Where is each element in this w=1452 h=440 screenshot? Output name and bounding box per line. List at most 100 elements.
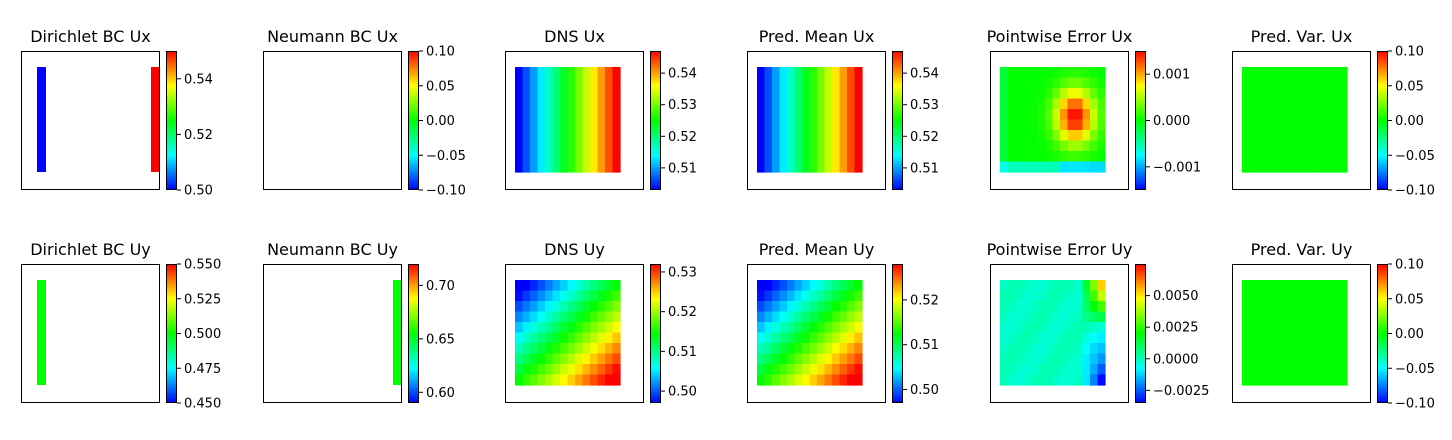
heatmap-cell [854,130,863,142]
colorbar-tick-label: 0.54 [668,67,697,82]
heatmap-cell [1097,161,1106,173]
heatmap-cell [1052,343,1061,355]
heatmap-cell [764,301,773,313]
heatmap-cell [772,353,781,365]
heatmap-cell [854,280,863,292]
heatmap-cell [612,140,621,152]
heatmap-cell [809,88,818,100]
heatmap-cell [1279,88,1288,100]
heatmap-cell [1324,109,1333,121]
heatmap-cell [522,98,531,110]
heatmap-cell [1264,161,1273,173]
colorbar-tick-label: 0.00 [1395,114,1424,129]
heatmap-cell [779,88,788,100]
heatmap-cell [582,109,591,121]
heatmap-cell [560,343,569,355]
heatmap-cell [590,77,599,89]
heatmap-cell [1332,290,1341,302]
heatmap-cell [1272,322,1281,334]
heatmap-cell [1082,161,1091,173]
heatmap-cell [1294,119,1303,131]
heatmap-cell [1287,301,1296,313]
heatmap-cell [552,119,561,131]
heatmap-cell [1309,280,1318,292]
heatmap-cell [537,151,546,163]
heatmap-cell [802,322,811,334]
heatmap-cell [1052,374,1061,386]
heatmap-cell [1294,332,1303,344]
heatmap-cell [560,67,569,79]
heatmap-cell [597,67,606,79]
heatmap-cell [515,151,524,163]
heatmap-cell [1317,77,1326,89]
colorbar-tick-label: −0.05 [426,149,466,164]
heatmap-cell [794,374,803,386]
heatmap-cell [1060,119,1069,131]
heatmap-cell [552,130,561,142]
heatmap-cell [1339,88,1348,100]
panel-12: Pred. Var. Uy −0.10 −0.05 0.00 0.05 0.10 [1232,240,1435,412]
heatmap-cell [839,140,848,152]
heatmap-cell [1257,280,1266,292]
heatmap-cell [612,119,621,131]
heatmap-cell [802,353,811,365]
heatmap-cell [1082,280,1091,292]
colorbar-tick-label: 0.52 [910,130,939,145]
heatmap-cell [832,353,841,365]
heatmap-cell [1052,67,1061,79]
heatmap-cell [817,301,826,313]
heatmap-cell [764,88,773,100]
heatmap-cell [597,119,606,131]
heatmap-cell [1007,140,1016,152]
colorbar-frame [650,264,661,403]
heatmap-cell [1030,151,1039,163]
heatmap-cell [854,290,863,302]
heatmap-cell [1242,109,1251,121]
heatmap-cell [552,353,561,365]
heatmap-cell [582,301,591,313]
heatmap-cell [537,109,546,121]
heatmap-cell [1242,130,1251,142]
heatmap-cell [612,130,621,142]
panel-8: Neumann BC Uy 0.60 0.65 0.70 [263,240,455,403]
heatmap-cell [612,77,621,89]
heatmap-cell [832,161,841,173]
heatmap-cell [817,374,826,386]
heatmap-cell [1022,374,1031,386]
heatmap-cell [1324,332,1333,344]
heatmap-cell [552,280,561,292]
heatmap-cell [1007,151,1016,163]
heatmap-cell [1324,374,1333,386]
heatmap-cell [1030,98,1039,110]
heatmap-cell [764,98,773,110]
colorbar-tick-label: 0.52 [668,305,697,320]
heatmap-cell [1249,67,1258,79]
heatmap-cell [1287,151,1296,163]
heatmap-cell [1037,311,1046,323]
heatmap-cell [847,353,856,365]
heatmap-cell [1242,353,1251,365]
heatmap-cell [537,311,546,323]
colorbar-tick-label: 0.53 [668,265,697,280]
heatmap-cell [1097,374,1106,386]
heatmap-cell [1309,140,1318,152]
heatmap-cell [779,280,788,292]
heatmap-cell [1264,98,1273,110]
heatmap-cell [1294,98,1303,110]
heatmap-cell [757,322,766,334]
heatmap-cell [772,151,781,163]
heatmap-cell [1324,161,1333,173]
heatmap-cell [575,98,584,110]
heatmap-cell [847,77,856,89]
heatmap-cell [605,130,614,142]
heatmap-cell [1294,322,1303,334]
colorbar [1377,51,1388,190]
heatmap-cell [779,67,788,79]
heatmap-cell [567,374,576,386]
heatmap-cell [1249,119,1258,131]
heatmap-cell [817,67,826,79]
heatmap-cell [1022,130,1031,142]
heatmap-cell [839,332,848,344]
heatmap-cell [1030,301,1039,313]
colorbar-frame [1135,264,1146,403]
